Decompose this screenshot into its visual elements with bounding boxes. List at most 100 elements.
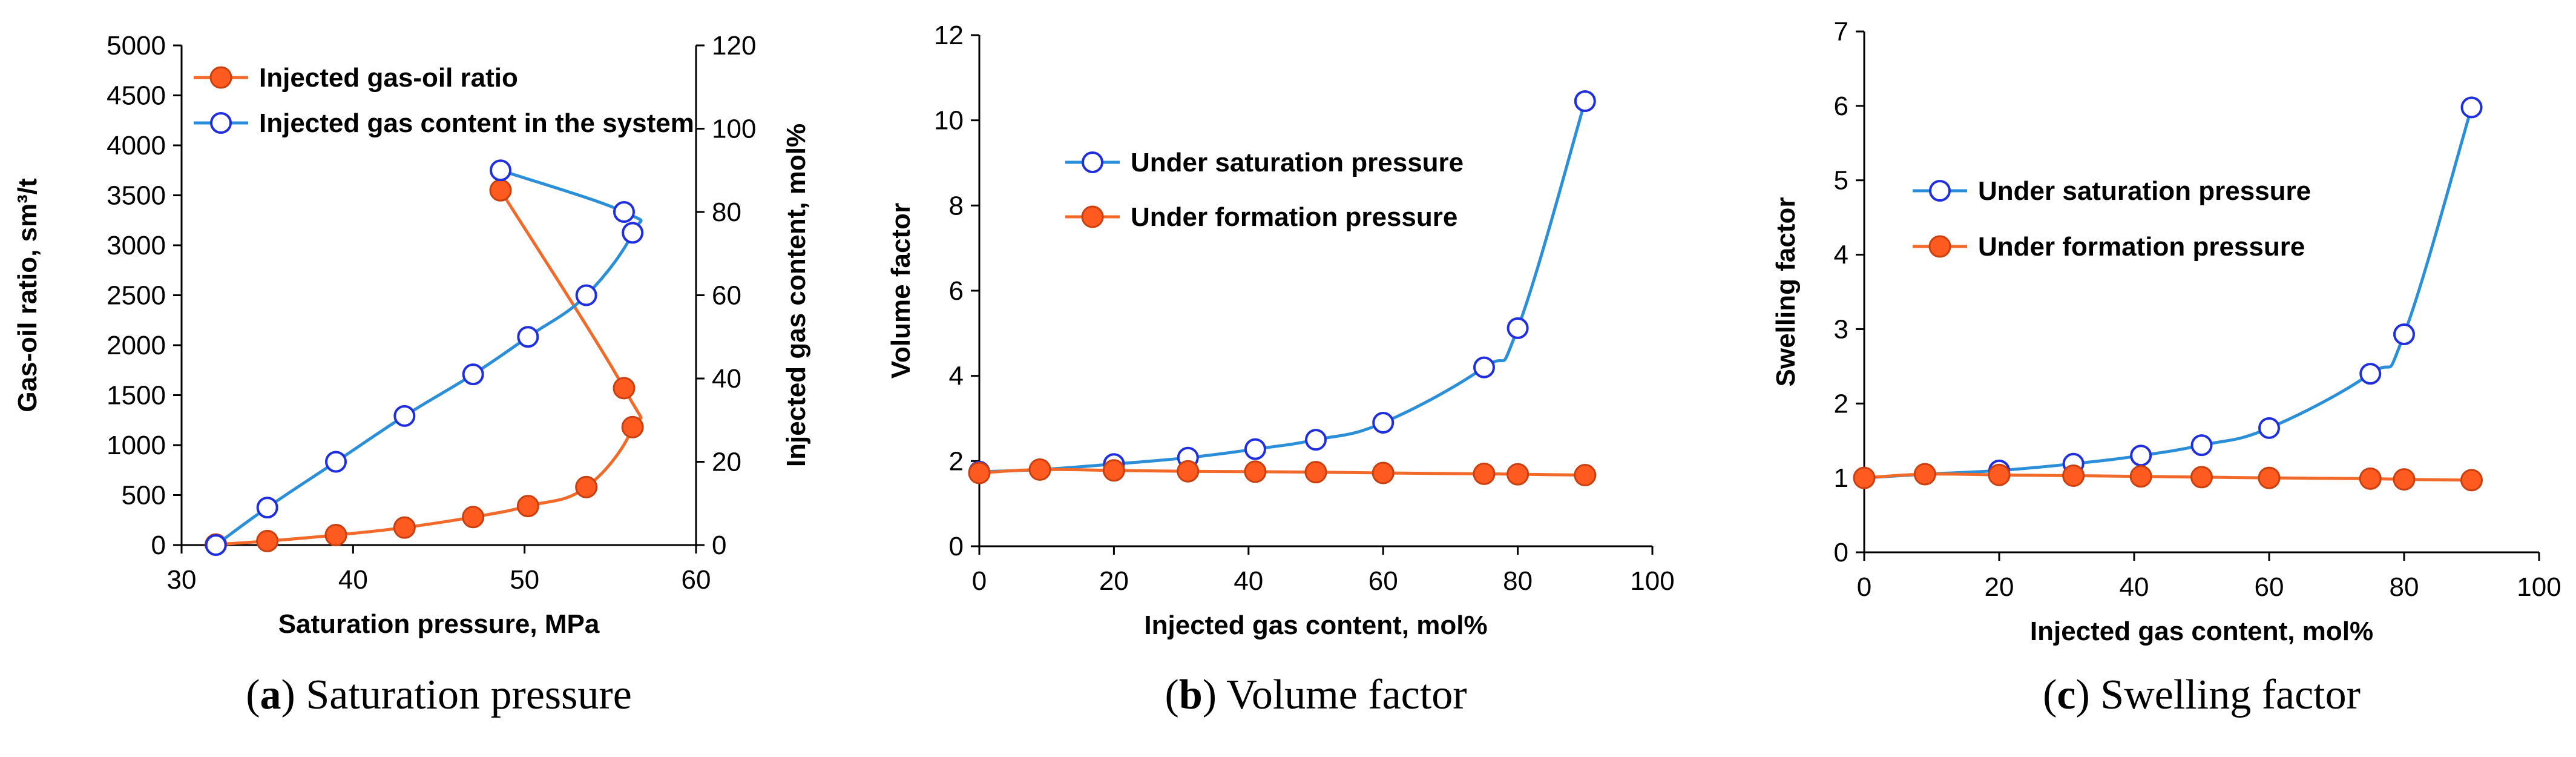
y2-tick-label: 120	[712, 31, 756, 61]
legend-label: Under formation pressure	[1131, 202, 1457, 232]
y-tick-label: 2	[1834, 389, 1848, 418]
y-tick-label: 2000	[107, 331, 166, 360]
data-point	[393, 516, 416, 539]
legend-label: Under formation pressure	[1978, 232, 2305, 262]
y-tick-label: 4500	[107, 81, 166, 111]
data-point	[1305, 429, 1327, 451]
data-point	[613, 201, 635, 223]
data-point	[2130, 445, 2152, 467]
data-point	[393, 405, 416, 427]
data-point	[621, 415, 644, 438]
y-axis-title: Gas-oil ratio, sm³/t	[13, 178, 42, 412]
data-point	[2359, 467, 2382, 490]
data-point	[1473, 462, 1496, 485]
y-tick-label: 1500	[107, 381, 166, 411]
y-tick-label: 5	[1834, 166, 1848, 196]
series-blue	[205, 159, 644, 556]
data-point	[622, 222, 644, 244]
data-point	[1574, 90, 1596, 113]
y2-tick-label: 0	[712, 531, 726, 560]
data-point	[1102, 459, 1125, 482]
y-axis-title: Volume factor	[886, 203, 916, 378]
y-tick-label: 3	[1834, 314, 1848, 344]
legend-marker	[209, 66, 232, 89]
series-line	[1864, 472, 2472, 482]
legend-marker	[210, 112, 232, 134]
y-tick-label: 12	[934, 21, 964, 50]
series-blue	[968, 90, 1596, 483]
legend-marker	[1929, 180, 1951, 202]
y-tick-label: 1000	[107, 431, 166, 460]
y-tick-label: 4	[949, 362, 964, 391]
legend-label: Injected gas content in the system	[259, 108, 694, 138]
data-point	[2062, 464, 2085, 487]
legend-marker	[1082, 151, 1103, 173]
y-tick-label: 3000	[107, 231, 166, 260]
data-point	[1028, 458, 1051, 481]
data-point	[2190, 466, 2213, 489]
series-blue	[1853, 96, 2483, 489]
y-tick-label: 0	[1834, 538, 1848, 567]
data-point	[1177, 460, 1200, 483]
data-point	[489, 179, 512, 202]
data-point	[613, 377, 636, 400]
legend: Injected gas-oil ratio Injected gas conte…	[194, 63, 694, 138]
y-tick-label: 6	[1834, 91, 1848, 121]
y2-tick-label: 100	[712, 114, 756, 144]
legend-label: Under saturation pressure	[1978, 176, 2311, 206]
figure-caption: (c) Swelling factor	[2043, 672, 2361, 718]
data-point	[324, 524, 347, 546]
y-tick-label: 3500	[107, 181, 166, 211]
data-point	[1372, 461, 1395, 484]
x-tick-label: 40	[338, 565, 368, 595]
legend-label: Under saturation pressure	[1131, 148, 1464, 177]
x-tick-label: 60	[682, 565, 711, 595]
data-point	[1988, 463, 2011, 486]
data-point	[2393, 468, 2416, 491]
y-tick-label: 0	[151, 531, 166, 560]
series-line	[979, 468, 1585, 477]
legend-marker	[1081, 205, 1104, 228]
data-point	[205, 534, 227, 556]
data-point	[1913, 463, 1936, 486]
data-point	[1506, 463, 1530, 486]
y-tick-label: 2500	[107, 281, 166, 311]
series-orange	[1853, 463, 2483, 492]
x-axis-title: Saturation pressure, MPa	[278, 609, 600, 639]
legend-marker	[1928, 235, 1951, 258]
y-tick-label: 500	[122, 481, 166, 511]
y-tick-label: 0	[949, 532, 964, 561]
y-axis-title: Swelling factor	[1771, 197, 1801, 387]
y-tick-label: 6	[949, 276, 964, 306]
data-point	[968, 461, 991, 484]
x-tick-label: 20	[1099, 566, 1129, 596]
data-point	[2190, 434, 2213, 457]
x-axis-title: Injected gas content, mol%	[1144, 610, 1487, 640]
legend-label: Injected gas-oil ratio	[259, 63, 518, 93]
data-point	[1372, 412, 1395, 434]
y-tick-label: 4000	[107, 131, 166, 160]
figure-caption: (b) Volume factor	[1165, 672, 1467, 718]
data-point	[575, 284, 597, 306]
y-tick-label: 5000	[107, 31, 166, 61]
data-point	[325, 451, 347, 473]
data-point	[2129, 465, 2152, 488]
legend: Under saturation pressure Under formation…	[1913, 176, 2311, 262]
data-point	[1244, 460, 1267, 483]
x-tick-label: 50	[510, 565, 539, 595]
data-point	[2460, 96, 2483, 119]
y-tick-label: 1	[1834, 463, 1848, 493]
data-point	[2460, 469, 2483, 492]
x-tick-label: 100	[2517, 572, 2561, 602]
x-tick-label: 100	[1630, 566, 1674, 596]
data-point	[1506, 317, 1529, 339]
data-point	[2359, 363, 2382, 385]
series-line	[215, 168, 643, 547]
data-point	[2393, 323, 2415, 346]
data-point	[2258, 466, 2281, 489]
data-point	[516, 495, 539, 518]
data-point	[1574, 464, 1597, 487]
data-point	[490, 159, 511, 182]
data-point	[517, 326, 539, 348]
